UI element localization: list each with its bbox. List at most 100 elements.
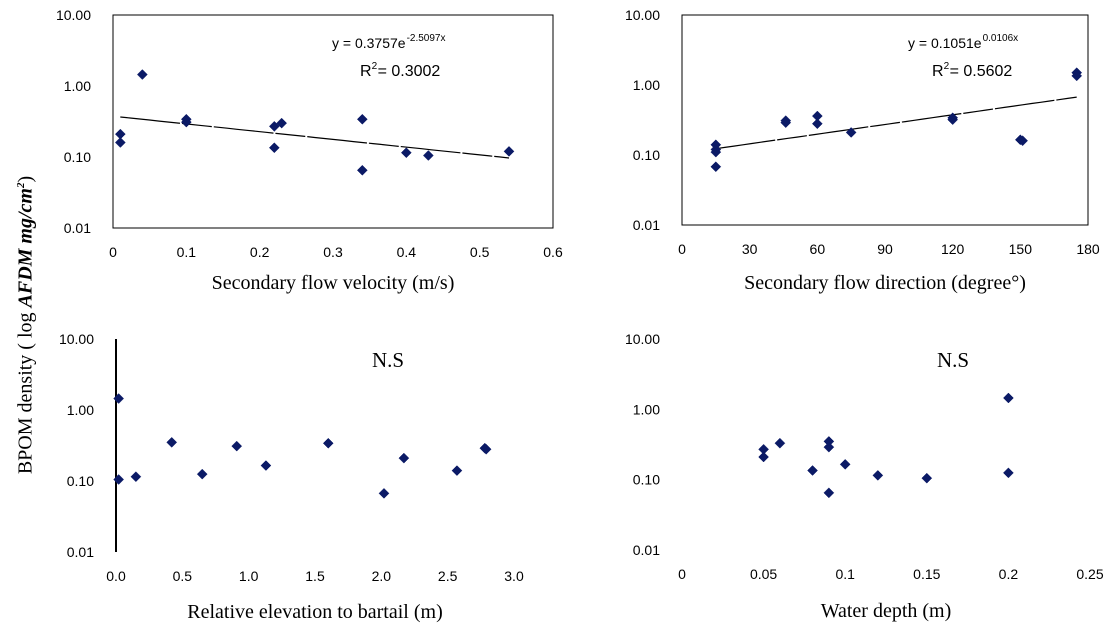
trendline xyxy=(120,116,510,159)
x-tick-label: 0.1 xyxy=(177,244,197,260)
x-tick-label: 1.5 xyxy=(305,568,325,584)
trendline-exponent: 0.0106x xyxy=(983,33,1019,44)
r-squared-label: R xyxy=(360,63,372,80)
data-point xyxy=(503,146,515,157)
x-tick-label: 60 xyxy=(810,241,826,257)
trendline xyxy=(715,96,1077,150)
x-tick-label: 0.25 xyxy=(1076,566,1103,582)
x-tick-label: 0 xyxy=(678,566,686,582)
data-point xyxy=(480,443,492,455)
data-point xyxy=(268,121,280,132)
data-point xyxy=(113,393,125,404)
data-point xyxy=(807,465,818,476)
chart-1: 0.01 0.10 1.00 10.00 0 0.1 0.2 0.3 0.4 0.5 0.6 Seco… xyxy=(56,7,563,294)
x-tick-label: 0.6 xyxy=(543,244,563,260)
data-point xyxy=(276,117,288,129)
shared-y-axis-label: BPOM density ( log AFDM mg/cm2) xyxy=(8,125,44,525)
x-tick-label: 0.1 xyxy=(835,566,855,582)
data-point xyxy=(872,470,884,481)
data-point xyxy=(823,487,835,499)
data-point xyxy=(400,147,412,159)
data-point xyxy=(823,441,835,453)
trendline-equation: y = 0.3757e xyxy=(332,35,406,51)
data-point xyxy=(845,127,857,138)
x-tick-label: 0 xyxy=(678,241,686,257)
data-point xyxy=(780,117,792,128)
data-point xyxy=(811,118,823,130)
x-tick-label: 0.5 xyxy=(470,244,490,260)
data-point xyxy=(398,452,410,464)
x-tick-label: 3.0 xyxy=(504,568,524,584)
r-squared-value: = 0.5602 xyxy=(950,63,1013,80)
y-label-suffix: ) xyxy=(14,175,37,183)
x-tick-label: 0 xyxy=(109,244,117,260)
x-tick-label: 1.0 xyxy=(239,568,259,584)
data-point xyxy=(710,161,722,173)
x-axis-label: Relative elevation to bartail (m) xyxy=(187,601,442,623)
r-squared-value: = 0.3002 xyxy=(378,63,441,80)
data-point xyxy=(113,474,125,485)
y-tick-label: 10.00 xyxy=(625,7,660,23)
data-point xyxy=(710,146,722,158)
data-point xyxy=(758,451,769,463)
x-tick-label: 0.0 xyxy=(106,568,126,584)
chart-3: 0.01 0.10 1.00 10.00 0.0 0.5 1.0 1.5 2.0 2.5 3.0 Re… xyxy=(59,331,524,623)
x-tick-label: 0.2 xyxy=(250,244,270,260)
y-tick-label: 0.10 xyxy=(633,147,660,163)
y-tick-label: 0.10 xyxy=(633,472,660,488)
data-point xyxy=(260,460,272,471)
x-tick-label: 2.5 xyxy=(438,568,458,584)
y-tick-label: 10.00 xyxy=(56,7,91,23)
y-tick-label: 0.01 xyxy=(64,220,91,236)
x-tick-label: 30 xyxy=(742,241,758,257)
data-point xyxy=(136,69,148,80)
r-squared-label: R xyxy=(932,63,944,80)
y-tick-label: 1.00 xyxy=(633,401,660,417)
x-axis-label: Water depth (m) xyxy=(821,600,952,622)
data-point xyxy=(356,164,368,176)
y-tick-label: 0.10 xyxy=(67,473,94,489)
y-label-prefix: BPOM density ( log xyxy=(14,307,37,475)
x-tick-label: 180 xyxy=(1076,241,1100,257)
chart-4: 0.01 0.10 1.00 10.00 0 0.05 0.1 0.15 0.2 0.25 Wate… xyxy=(625,331,1104,622)
trendline-equation: y = 0.1051e xyxy=(908,35,982,51)
data-point xyxy=(1071,70,1083,82)
r-squared-sup: 2 xyxy=(944,61,950,72)
y-tick-label: 1.00 xyxy=(64,78,91,94)
x-tick-label: 120 xyxy=(941,241,965,257)
y-tick-label: 10.00 xyxy=(59,331,94,347)
data-point xyxy=(1003,392,1014,404)
data-point xyxy=(180,116,192,128)
data-point xyxy=(947,114,959,125)
x-tick-label: 2.0 xyxy=(372,568,392,584)
x-tick-label: 0.5 xyxy=(173,568,193,584)
trendline-exponent: -2.5097x xyxy=(407,33,446,44)
r-squared-sup: 2 xyxy=(372,61,378,72)
data-point xyxy=(1017,135,1028,147)
chart-2: 0.01 0.10 1.00 10.00 0 30 60 90 120 150 180 Seconda… xyxy=(625,7,1100,294)
y-tick-label: 0.01 xyxy=(633,217,660,233)
plot-frame xyxy=(112,14,554,229)
x-axis-label: Secondary flow direction (degree°) xyxy=(744,272,1026,294)
x-tick-label: 0.15 xyxy=(913,566,940,582)
data-point xyxy=(268,142,280,154)
x-tick-label: 0.2 xyxy=(999,566,1019,582)
y-label-unit-exponent: 2 xyxy=(14,182,27,189)
x-tick-label: 0.05 xyxy=(750,566,777,582)
data-point xyxy=(378,487,390,499)
x-axis-label: Secondary flow velocity (m/s) xyxy=(212,272,455,294)
data-point xyxy=(774,437,786,449)
x-tick-label: 150 xyxy=(1009,241,1033,257)
y-tick-label: 1.00 xyxy=(633,77,660,93)
x-tick-label: 0.4 xyxy=(397,244,417,260)
y-tick-label: 0.10 xyxy=(64,149,91,165)
data-point xyxy=(130,471,142,483)
significance-annotation: N.S xyxy=(372,348,404,372)
data-point xyxy=(231,440,243,452)
data-point xyxy=(839,459,851,470)
y-tick-label: 0.01 xyxy=(633,542,660,558)
data-point xyxy=(166,437,178,448)
y-label-unit: AFDM mg/cm xyxy=(14,188,37,308)
data-point xyxy=(356,113,368,125)
